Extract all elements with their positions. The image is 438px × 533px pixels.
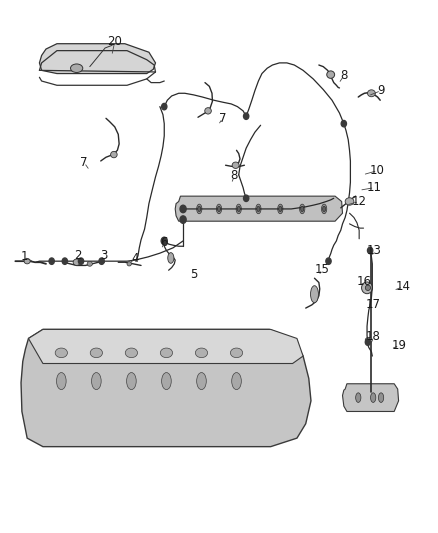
Text: 11: 11 — [367, 181, 382, 194]
Polygon shape — [175, 196, 343, 221]
Ellipse shape — [279, 206, 282, 212]
Polygon shape — [343, 384, 399, 411]
Circle shape — [180, 216, 186, 223]
Ellipse shape — [162, 373, 171, 390]
Ellipse shape — [371, 393, 376, 402]
Ellipse shape — [216, 204, 222, 214]
Polygon shape — [39, 44, 155, 74]
Ellipse shape — [217, 206, 221, 212]
Circle shape — [162, 103, 167, 110]
Ellipse shape — [378, 393, 384, 402]
Ellipse shape — [345, 198, 354, 205]
Text: 6: 6 — [160, 236, 168, 249]
Ellipse shape — [127, 262, 131, 266]
Circle shape — [244, 113, 249, 119]
Ellipse shape — [367, 90, 375, 97]
Text: 16: 16 — [357, 275, 372, 288]
Ellipse shape — [232, 373, 241, 390]
Ellipse shape — [110, 151, 117, 158]
Text: 18: 18 — [366, 330, 381, 343]
Polygon shape — [21, 329, 311, 447]
Text: 20: 20 — [107, 35, 122, 48]
Ellipse shape — [73, 259, 80, 265]
Ellipse shape — [236, 204, 241, 214]
Polygon shape — [28, 329, 303, 364]
Ellipse shape — [87, 261, 92, 266]
Circle shape — [365, 339, 371, 345]
Text: 12: 12 — [352, 195, 367, 208]
Text: 3: 3 — [101, 249, 108, 262]
Circle shape — [180, 205, 186, 213]
Ellipse shape — [327, 71, 335, 78]
Ellipse shape — [197, 373, 206, 390]
Ellipse shape — [198, 206, 201, 212]
Ellipse shape — [168, 253, 174, 263]
Ellipse shape — [232, 162, 239, 168]
Ellipse shape — [127, 373, 136, 390]
Ellipse shape — [300, 204, 305, 214]
Text: 10: 10 — [370, 164, 385, 177]
Text: 7: 7 — [80, 156, 88, 169]
Ellipse shape — [322, 206, 326, 212]
Circle shape — [367, 247, 373, 254]
Ellipse shape — [90, 348, 102, 358]
Ellipse shape — [365, 285, 371, 290]
Circle shape — [49, 258, 54, 264]
Text: 9: 9 — [377, 84, 385, 97]
Ellipse shape — [278, 204, 283, 214]
Ellipse shape — [205, 108, 211, 114]
Circle shape — [161, 237, 167, 245]
Text: 4: 4 — [131, 252, 139, 265]
Ellipse shape — [57, 373, 66, 390]
Text: 19: 19 — [392, 339, 407, 352]
Ellipse shape — [197, 204, 202, 214]
Ellipse shape — [257, 206, 260, 212]
Ellipse shape — [300, 206, 304, 212]
Ellipse shape — [311, 286, 318, 303]
Ellipse shape — [160, 348, 173, 358]
Ellipse shape — [356, 393, 361, 402]
Text: 13: 13 — [367, 244, 382, 257]
Ellipse shape — [24, 259, 30, 264]
Circle shape — [78, 258, 84, 264]
Ellipse shape — [195, 348, 208, 358]
Circle shape — [62, 258, 67, 264]
Text: 2: 2 — [74, 249, 82, 262]
Text: 8: 8 — [231, 169, 238, 182]
Text: 17: 17 — [366, 298, 381, 311]
Text: 15: 15 — [314, 263, 329, 276]
Text: 7: 7 — [219, 112, 226, 125]
Ellipse shape — [71, 64, 83, 72]
Text: 8: 8 — [340, 69, 347, 82]
Ellipse shape — [365, 337, 372, 343]
Ellipse shape — [256, 204, 261, 214]
Circle shape — [326, 258, 331, 264]
Circle shape — [99, 258, 104, 264]
Ellipse shape — [92, 373, 101, 390]
Ellipse shape — [237, 206, 240, 212]
Ellipse shape — [321, 204, 327, 214]
Ellipse shape — [361, 282, 372, 294]
Ellipse shape — [55, 348, 67, 358]
Text: 1: 1 — [20, 251, 28, 263]
Text: 14: 14 — [396, 280, 410, 293]
Circle shape — [244, 195, 249, 201]
Ellipse shape — [125, 348, 138, 358]
Circle shape — [341, 120, 346, 127]
Ellipse shape — [230, 348, 243, 358]
Text: 5: 5 — [190, 268, 197, 281]
